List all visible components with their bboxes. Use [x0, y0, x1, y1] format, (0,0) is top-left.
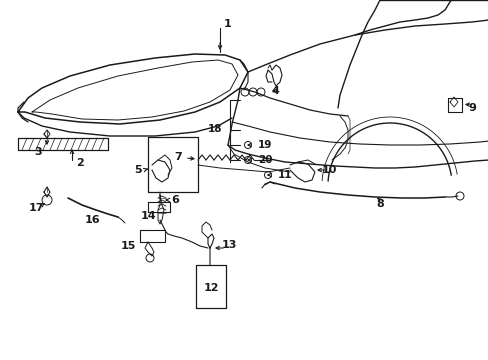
Text: 4: 4: [271, 86, 279, 96]
Text: 20: 20: [258, 155, 272, 165]
Text: 8: 8: [375, 199, 383, 209]
Text: 6: 6: [171, 195, 179, 205]
Text: 1: 1: [224, 19, 231, 29]
Text: 16: 16: [84, 215, 100, 225]
Text: 9: 9: [467, 103, 475, 113]
Text: 10: 10: [321, 165, 337, 175]
Text: 17: 17: [28, 203, 43, 213]
Text: 11: 11: [278, 170, 292, 180]
Text: 15: 15: [120, 241, 135, 251]
Text: 18: 18: [207, 124, 222, 134]
Text: 7: 7: [174, 152, 182, 162]
Text: 5: 5: [134, 165, 142, 175]
Text: 12: 12: [203, 283, 218, 293]
Text: 19: 19: [258, 140, 272, 150]
Text: 2: 2: [76, 158, 84, 168]
Text: 13: 13: [222, 240, 237, 250]
Text: 3: 3: [34, 147, 42, 157]
Text: 14: 14: [140, 211, 156, 221]
